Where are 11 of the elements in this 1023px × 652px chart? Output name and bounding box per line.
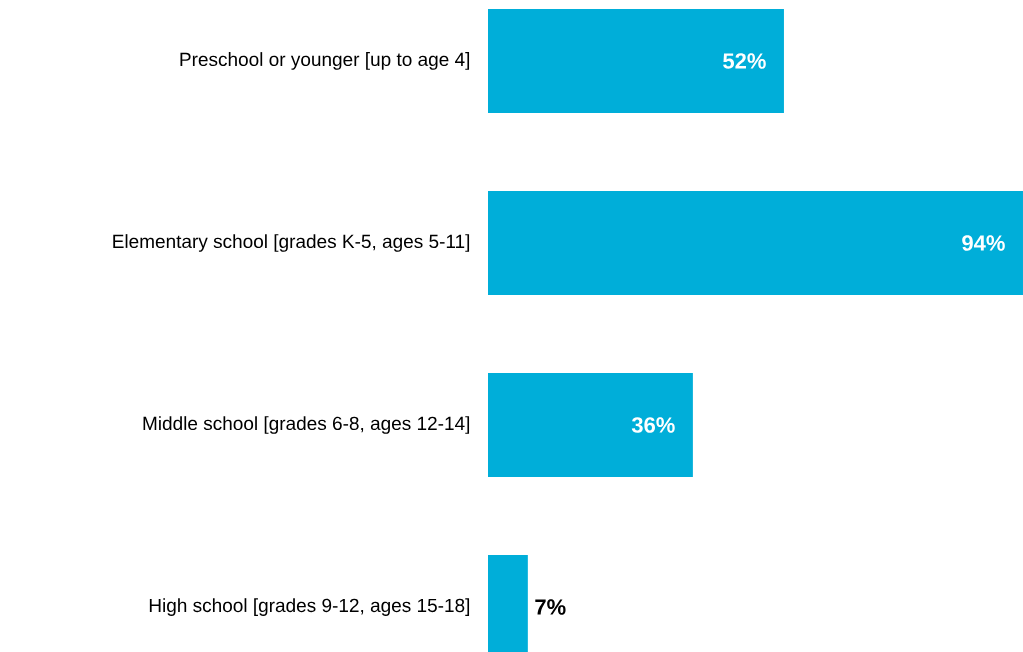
data-label: 36%: [631, 417, 675, 433]
bar: [488, 373, 693, 477]
y-tick-label: Middle school [grades 6-8, ages 12-14]: [143, 416, 470, 434]
data-label: 52%: [723, 53, 766, 69]
bar: [488, 191, 1023, 295]
data-label: 94%: [962, 235, 1005, 251]
data-label: 7%: [535, 599, 566, 615]
y-tick-label: Elementary school [grades K-5, ages 5-11]: [113, 234, 470, 252]
y-tick-label: High school [grades 9-12, ages 15-18]: [149, 598, 470, 616]
bar: [488, 9, 784, 113]
y-tick-label: Preschool or younger [up to age 4]: [180, 52, 470, 70]
